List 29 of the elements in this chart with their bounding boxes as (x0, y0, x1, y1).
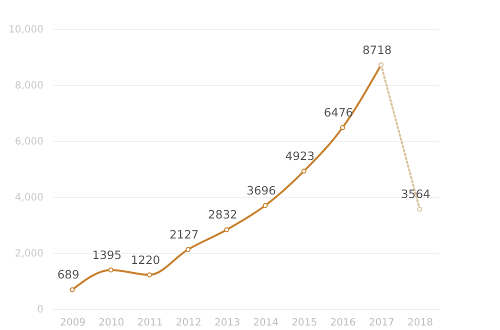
x-tick-label: 2018 (407, 318, 433, 328)
point (417, 206, 422, 212)
data-label: 1395 (92, 248, 122, 262)
x-tick-label: 2015 (292, 318, 318, 328)
x-tick-label: 2010 (98, 318, 124, 328)
point (301, 168, 306, 174)
data-label: 3564 (401, 187, 430, 202)
point (340, 125, 345, 130)
point (262, 203, 268, 208)
point (147, 272, 152, 278)
x-tick-label: 2012 (176, 318, 202, 328)
data-label: 3696 (246, 184, 276, 198)
point (186, 246, 191, 252)
x-tick-label: 2017 (368, 318, 394, 328)
point (224, 227, 230, 232)
data-label: 2832 (208, 208, 238, 222)
x-tick-label: 2011 (137, 318, 163, 328)
data-label: 689 (57, 268, 80, 282)
x-tick-label: 2009 (60, 318, 86, 328)
x-tick-label: 2014 (253, 318, 279, 328)
point (70, 287, 75, 292)
data-label: 1220 (130, 252, 160, 267)
point (108, 267, 114, 272)
data-label: 2127 (169, 227, 199, 242)
data-label: 8718 (362, 42, 392, 57)
data-label: 6476 (324, 106, 354, 120)
x-tick-label: 2013 (214, 318, 240, 328)
x-tick-label: 2016 (330, 318, 356, 328)
data-label: 4923 (285, 149, 315, 164)
